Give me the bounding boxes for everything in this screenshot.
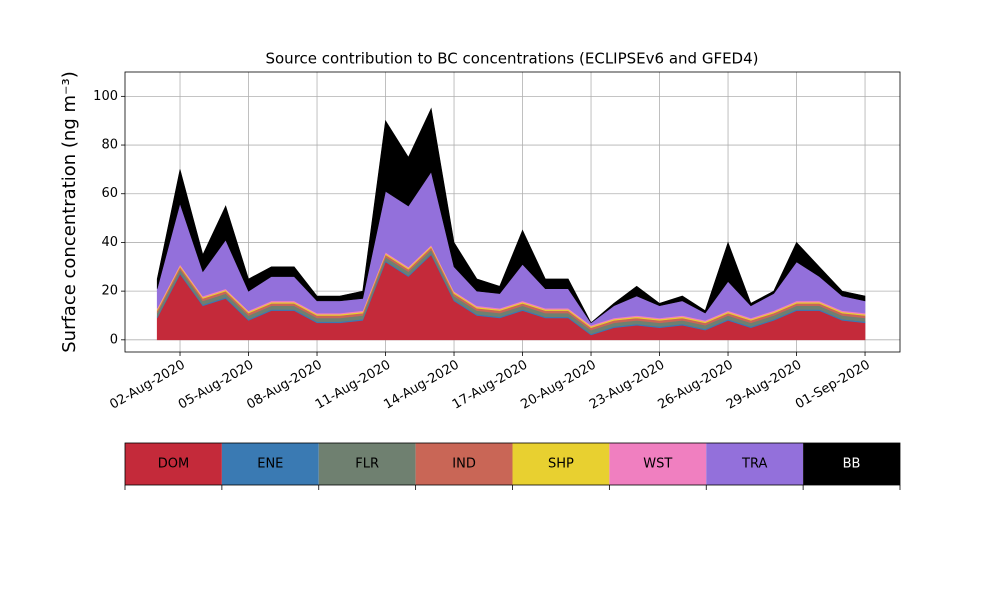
legend-label: BB (843, 457, 861, 472)
y-tick-label: 80 (101, 138, 118, 153)
y-tick-label: 0 (110, 332, 118, 347)
legend-label: TRA (741, 457, 767, 472)
x-tick-label: 14-Aug-2020 (381, 358, 461, 413)
legend-label: ENE (257, 457, 283, 472)
x-tick-label: 20-Aug-2020 (518, 358, 598, 413)
legend-swatch (221, 443, 319, 485)
legend-swatch (415, 443, 513, 485)
x-tick-label: 23-Aug-2020 (587, 358, 667, 413)
legend-label: FLR (355, 457, 379, 472)
x-tick-label: 29-Aug-2020 (724, 358, 804, 413)
x-tick-label: 17-Aug-2020 (450, 358, 530, 413)
y-tick-label: 40 (101, 235, 118, 250)
legend-frame (124, 442, 901, 486)
plot-frame (124, 71, 901, 353)
y-tick-label: 100 (93, 89, 118, 104)
legend-swatch (318, 443, 416, 485)
legend-swatch (512, 443, 610, 485)
legend-label: SHP (548, 457, 574, 472)
chart-title: Source contribution to BC concentrations… (265, 50, 758, 68)
y-tick-label: 20 (101, 284, 118, 299)
x-tick-label: 26-Aug-2020 (655, 358, 735, 413)
y-axis-label: Surface concentration (ng m⁻³) (59, 71, 80, 353)
x-tick-label: 05-Aug-2020 (176, 358, 256, 413)
area (156, 171, 866, 326)
x-tick-label: 08-Aug-2020 (244, 358, 324, 413)
legend-label: WST (643, 457, 672, 472)
legend-swatch (125, 443, 222, 485)
legend-label: DOM (158, 457, 189, 472)
legend-swatch (609, 443, 707, 485)
y-tick-label: 60 (101, 186, 118, 201)
legend-swatch (803, 443, 900, 485)
area (156, 107, 866, 324)
legend-swatch (706, 443, 804, 485)
legend-label: IND (452, 457, 476, 472)
x-tick-label: 02-Aug-2020 (107, 358, 187, 413)
x-tick-label: 01-Sep-2020 (793, 358, 873, 413)
x-tick-label: 11-Aug-2020 (313, 358, 393, 413)
